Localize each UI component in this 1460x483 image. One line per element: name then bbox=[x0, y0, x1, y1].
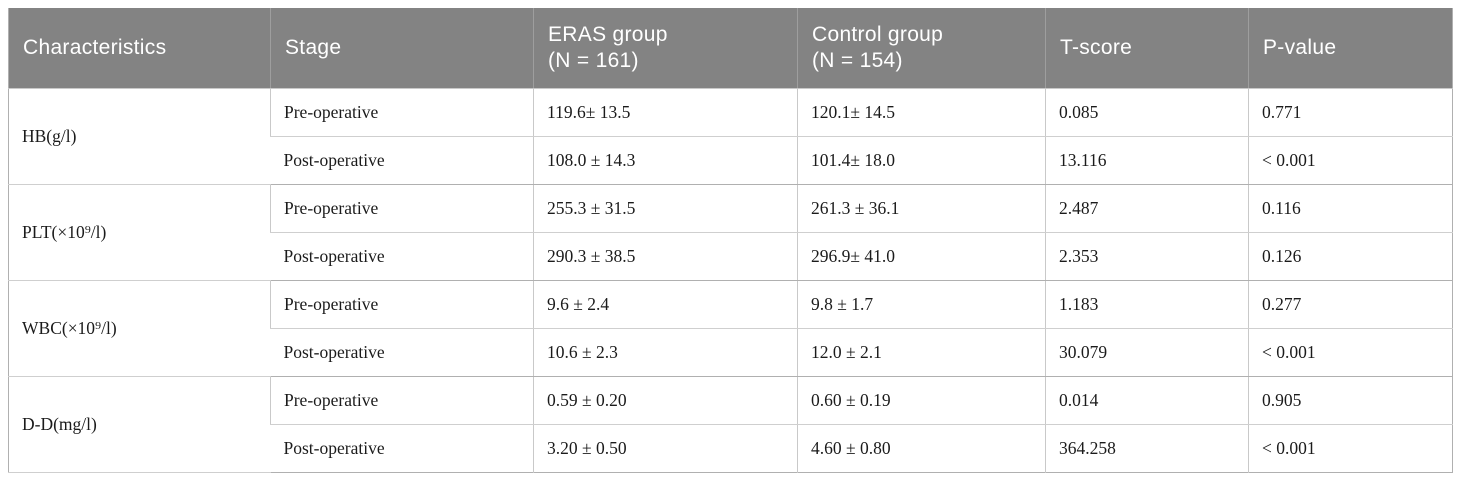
eras-cell: 3.20 ± 0.50 bbox=[533, 424, 798, 473]
header-eras-group: ERAS group (N = 161) bbox=[533, 8, 798, 89]
pvalue-cell: < 0.001 bbox=[1248, 328, 1453, 377]
tscore-cell: 30.079 bbox=[1045, 328, 1249, 377]
eras-cell: 255.3 ± 31.5 bbox=[533, 184, 798, 233]
lab-characteristics-table: Characteristics Stage ERAS group (N = 16… bbox=[8, 8, 1453, 473]
header-characteristics: Characteristics bbox=[8, 8, 271, 89]
header-control-label: Control group bbox=[812, 23, 944, 46]
stage-cell: Post-operative bbox=[270, 424, 534, 473]
header-pvalue-label: P-value bbox=[1263, 36, 1337, 59]
header-control-group: Control group (N = 154) bbox=[797, 8, 1046, 89]
control-cell: 0.60 ± 0.19 bbox=[797, 376, 1046, 425]
header-tscore: T-score bbox=[1045, 8, 1249, 89]
control-cell: 296.9± 41.0 bbox=[797, 232, 1046, 281]
pvalue-cell: 0.771 bbox=[1248, 88, 1453, 137]
header-control-n: (N = 154) bbox=[812, 49, 903, 72]
stage-cell: Post-operative bbox=[270, 136, 534, 185]
eras-cell: 0.59 ± 0.20 bbox=[533, 376, 798, 425]
characteristic-cell: D-D(mg/l) bbox=[8, 376, 271, 473]
table-row: HB(g/l) Pre-operative 119.6± 13.5 120.1±… bbox=[8, 88, 1453, 185]
stage-cell: Pre-operative bbox=[270, 376, 534, 425]
tscore-cell: 2.353 bbox=[1045, 232, 1249, 281]
pvalue-cell: < 0.001 bbox=[1248, 136, 1453, 185]
table-row: Post-operative 290.3 ± 38.5 296.9± 41.0 … bbox=[9, 232, 1453, 281]
pvalue-cell: 0.277 bbox=[1248, 280, 1453, 329]
table-row: Post-operative 3.20 ± 0.50 4.60 ± 0.80 3… bbox=[9, 424, 1453, 473]
pvalue-cell: 0.126 bbox=[1248, 232, 1453, 281]
header-row: Characteristics Stage ERAS group (N = 16… bbox=[8, 8, 1453, 89]
eras-cell: 9.6 ± 2.4 bbox=[533, 280, 798, 329]
characteristic-cell: WBC(×10⁹/l) bbox=[8, 280, 271, 377]
characteristic-cell: PLT(×10⁹/l) bbox=[8, 184, 271, 281]
control-cell: 101.4± 18.0 bbox=[797, 136, 1046, 185]
eras-cell: 108.0 ± 14.3 bbox=[533, 136, 798, 185]
tscore-cell: 0.014 bbox=[1045, 376, 1249, 425]
stage-cell: Post-operative bbox=[270, 232, 534, 281]
control-cell: 4.60 ± 0.80 bbox=[797, 424, 1046, 473]
pvalue-cell: < 0.001 bbox=[1248, 424, 1453, 473]
table-row: PLT(×10⁹/l) Pre-operative 255.3 ± 31.5 2… bbox=[8, 184, 1453, 281]
stage-cell: Pre-operative bbox=[270, 184, 534, 233]
pvalue-cell: 0.116 bbox=[1248, 184, 1453, 233]
header-eras-n: (N = 161) bbox=[548, 49, 639, 72]
table-header: Characteristics Stage ERAS group (N = 16… bbox=[8, 8, 1453, 89]
tscore-cell: 0.085 bbox=[1045, 88, 1249, 137]
control-cell: 9.8 ± 1.7 bbox=[797, 280, 1046, 329]
table-row: Post-operative 10.6 ± 2.3 12.0 ± 2.1 30.… bbox=[9, 328, 1453, 377]
table-container: Characteristics Stage ERAS group (N = 16… bbox=[8, 8, 1453, 473]
tscore-cell: 13.116 bbox=[1045, 136, 1249, 185]
stage-cell: Pre-operative bbox=[270, 88, 534, 137]
table-row: WBC(×10⁹/l) Pre-operative 9.6 ± 2.4 9.8 … bbox=[8, 280, 1453, 377]
stage-cell: Post-operative bbox=[270, 328, 534, 377]
header-stage-label: Stage bbox=[285, 36, 342, 59]
control-cell: 261.3 ± 36.1 bbox=[797, 184, 1046, 233]
control-cell: 120.1± 14.5 bbox=[797, 88, 1046, 137]
pvalue-cell: 0.905 bbox=[1248, 376, 1453, 425]
eras-cell: 290.3 ± 38.5 bbox=[533, 232, 798, 281]
table-row: D-D(mg/l) Pre-operative 0.59 ± 0.20 0.60… bbox=[8, 376, 1453, 473]
header-characteristics-label: Characteristics bbox=[23, 36, 167, 59]
table-row: Post-operative 108.0 ± 14.3 101.4± 18.0 … bbox=[9, 136, 1453, 185]
stage-cell: Pre-operative bbox=[270, 280, 534, 329]
tscore-cell: 2.487 bbox=[1045, 184, 1249, 233]
eras-cell: 10.6 ± 2.3 bbox=[533, 328, 798, 377]
tscore-cell: 1.183 bbox=[1045, 280, 1249, 329]
tscore-cell: 364.258 bbox=[1045, 424, 1249, 473]
eras-cell: 119.6± 13.5 bbox=[533, 88, 798, 137]
header-eras-label: ERAS group bbox=[548, 23, 668, 46]
header-pvalue: P-value bbox=[1248, 8, 1453, 89]
header-stage: Stage bbox=[270, 8, 534, 89]
characteristic-cell: HB(g/l) bbox=[8, 88, 271, 185]
control-cell: 12.0 ± 2.1 bbox=[797, 328, 1046, 377]
header-tscore-label: T-score bbox=[1060, 36, 1133, 59]
table-body: HB(g/l) Pre-operative 119.6± 13.5 120.1±… bbox=[8, 88, 1453, 473]
